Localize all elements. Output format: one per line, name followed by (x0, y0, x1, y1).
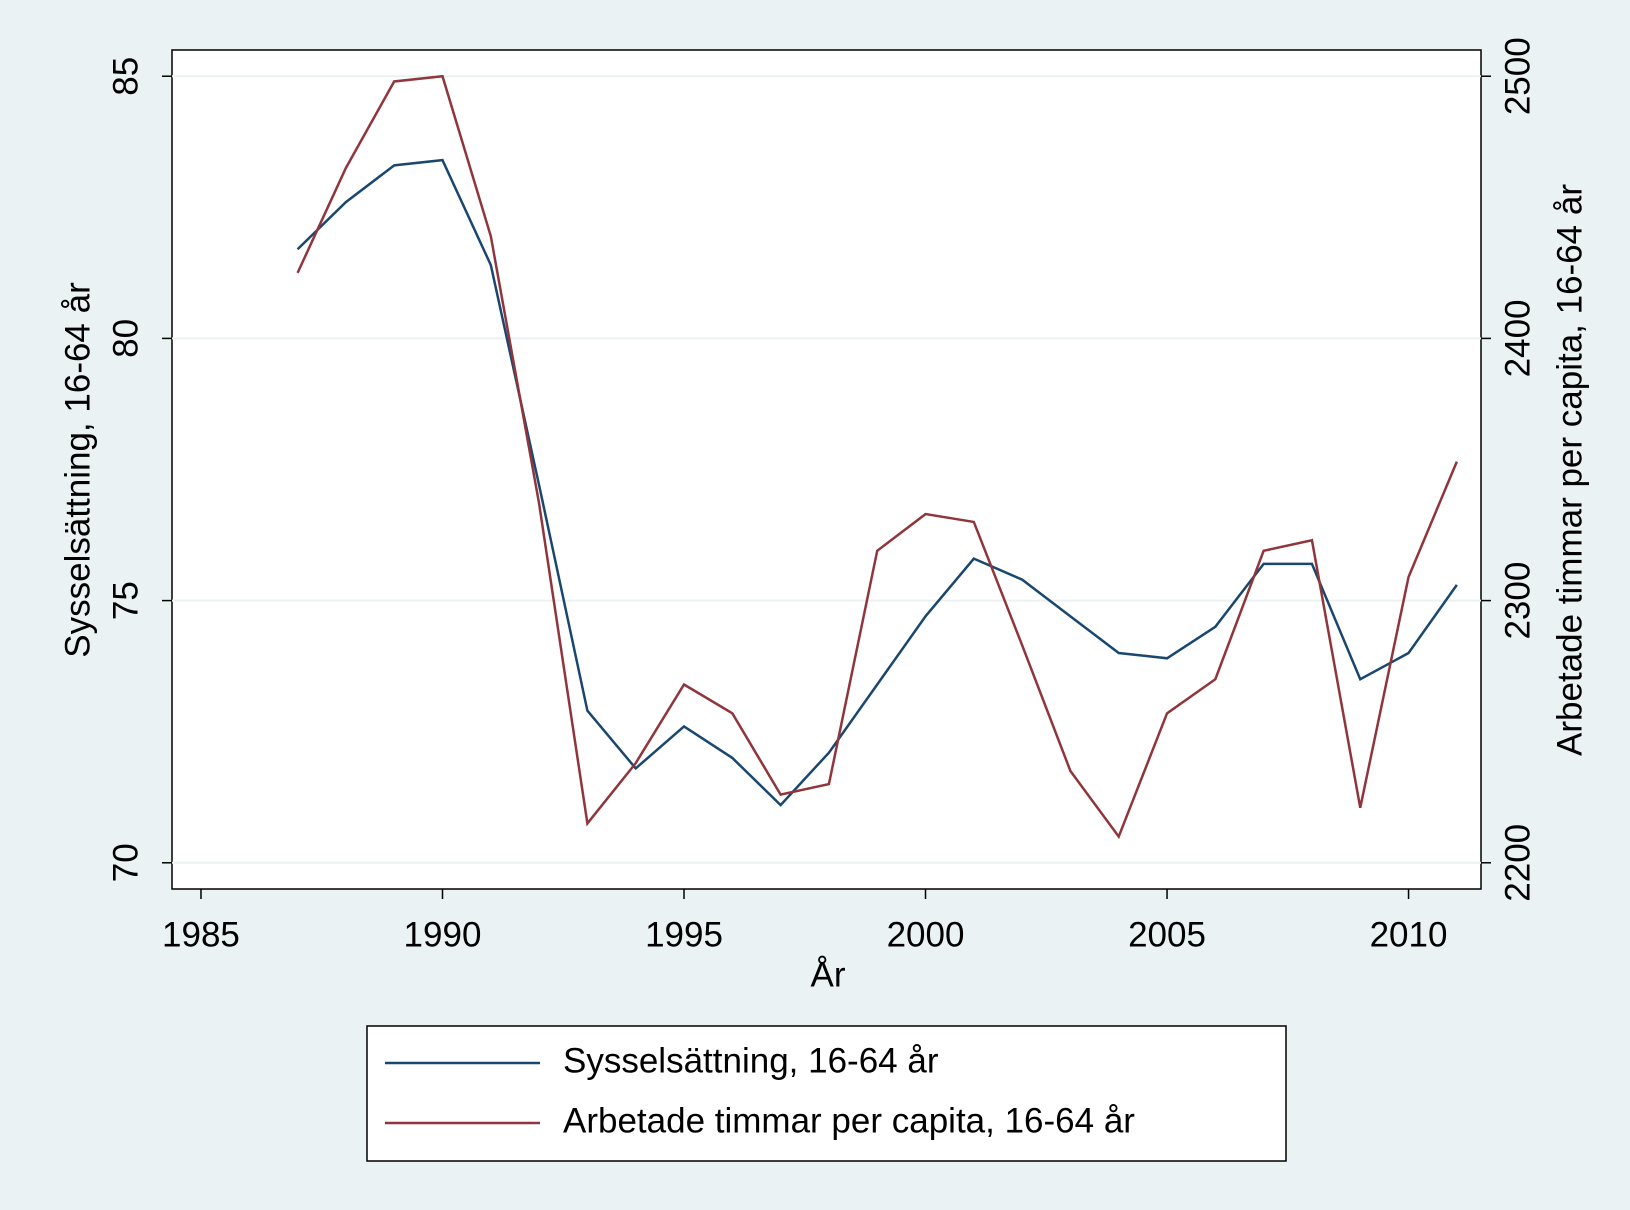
x-tick-label: 1995 (645, 915, 723, 954)
y2-axis-label: Arbetade timmar per capita, 16-64 år (1550, 184, 1589, 756)
y-tick-label: 75 (106, 581, 145, 620)
y2-tick-label: 2200 (1498, 824, 1537, 902)
x-tick-label: 2010 (1370, 915, 1448, 954)
y-tick-label: 70 (106, 843, 145, 882)
x-tick-label: 2005 (1128, 915, 1206, 954)
y2-tick-label: 2400 (1498, 299, 1537, 377)
data-line (296, 74, 1459, 840)
y-axis-label: Sysselsättning, 16-64 år (58, 282, 97, 658)
x-tick-label: 2000 (887, 915, 965, 954)
x-tick-label: 1990 (404, 915, 482, 954)
x-tick-label: 1985 (162, 915, 240, 954)
y2-tick-label: 2500 (1498, 37, 1537, 115)
data-line (296, 158, 1458, 807)
legend-label: Arbetade timmar per capita, 16-64 år (563, 1101, 1135, 1140)
x-axis-label: År (811, 955, 846, 994)
legend (366, 1025, 1287, 1162)
y-tick-label: 85 (106, 57, 145, 96)
y-tick-label: 80 (106, 319, 145, 358)
legend-label: Sysselsättning, 16-64 år (563, 1041, 939, 1080)
y2-tick-label: 2300 (1498, 562, 1537, 640)
plot-area (171, 49, 1482, 890)
